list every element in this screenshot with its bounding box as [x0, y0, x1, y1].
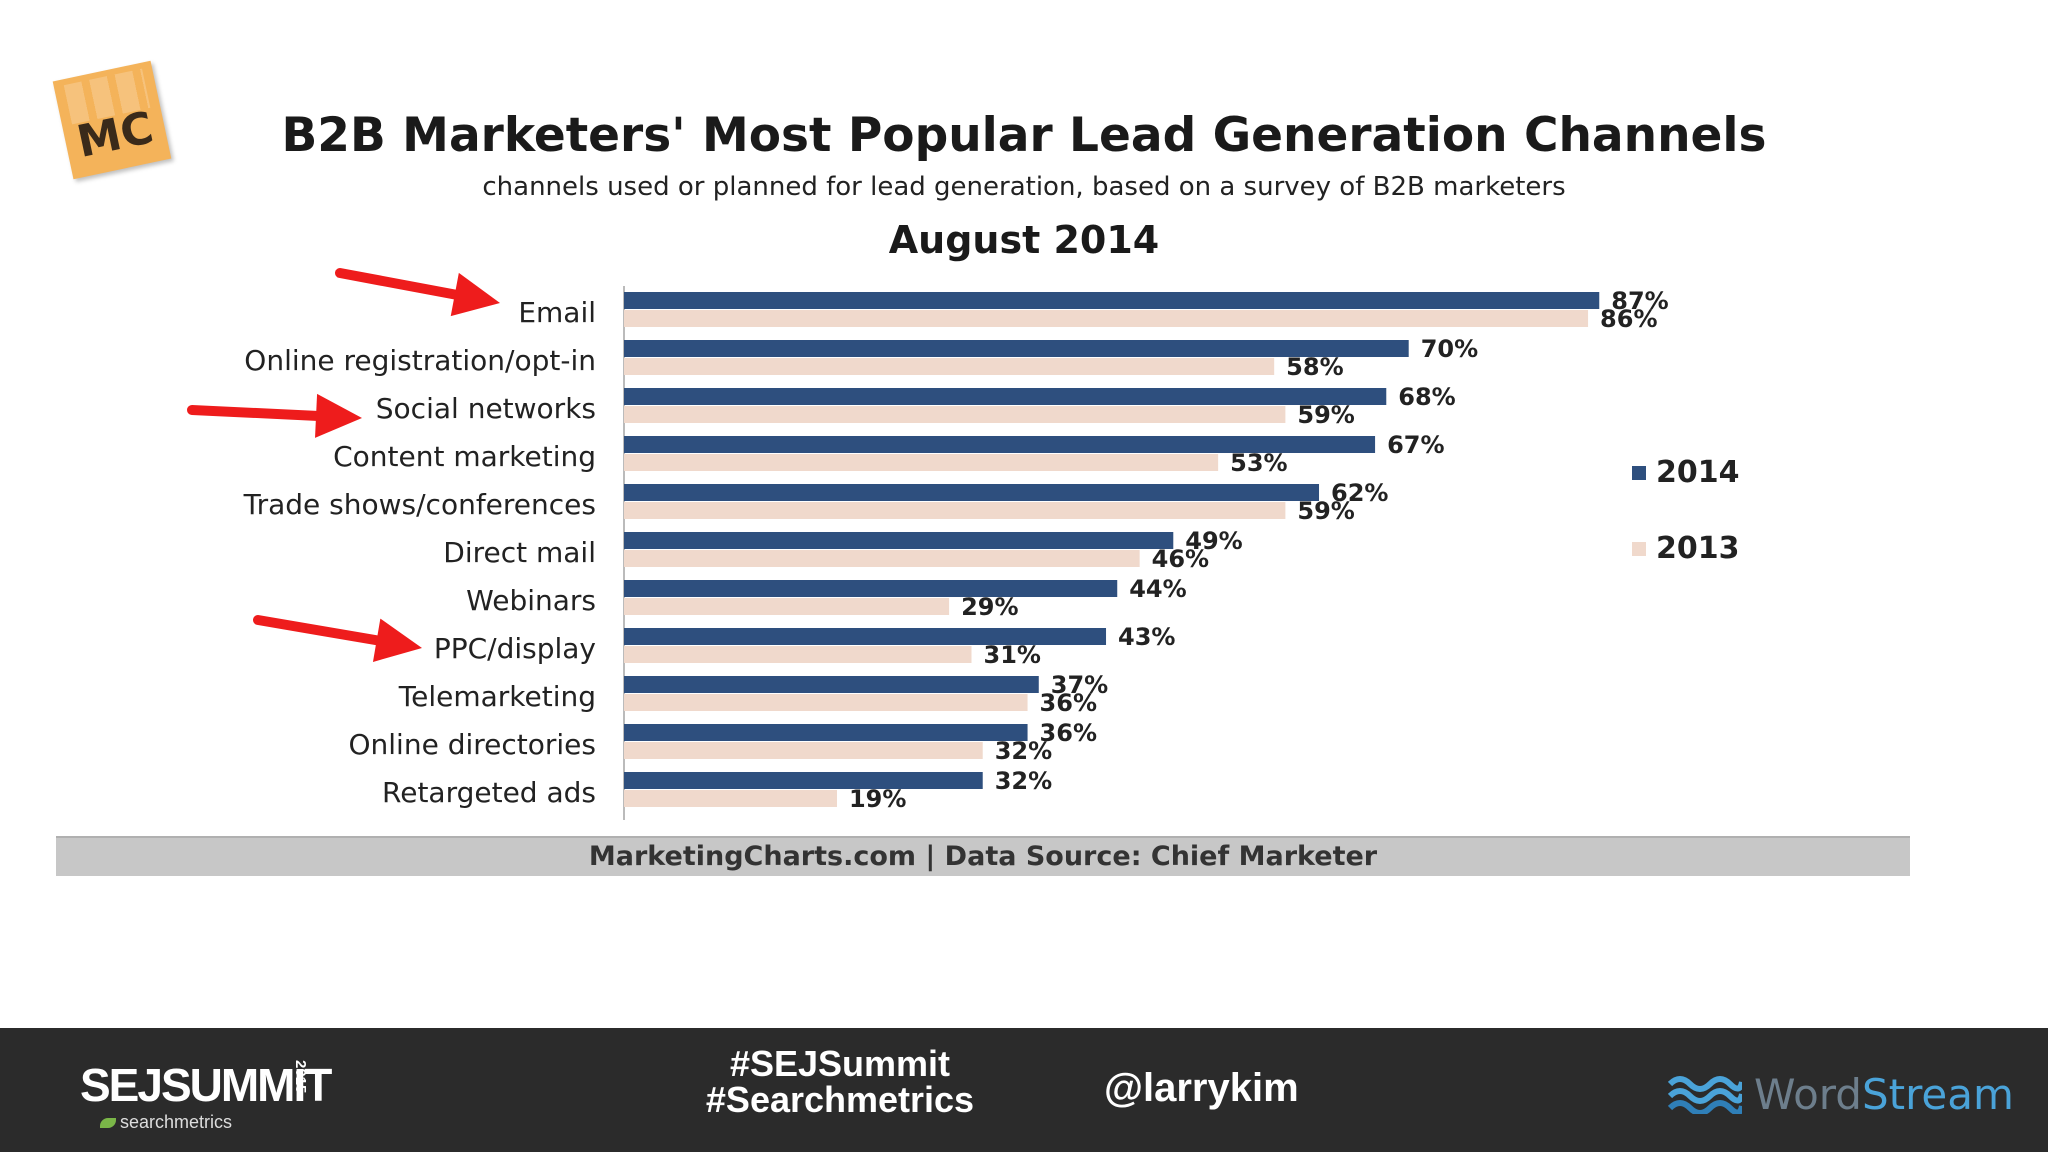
leaf-icon	[100, 1118, 116, 1129]
bar-2013	[624, 358, 1275, 375]
data-label-2013: 29%	[961, 593, 1018, 621]
data-label-2013: 32%	[995, 737, 1052, 765]
highlight-arrow-shaft	[335, 268, 460, 300]
searchmetrics-logo: searchmetrics	[100, 1112, 232, 1133]
source-bar: MarketingCharts.com | Data Source: Chief…	[56, 836, 1910, 876]
bar-2014	[624, 724, 1028, 741]
legend-label-2013: 2013	[1656, 531, 1740, 566]
wordstream-text: WordStream	[1754, 1070, 2014, 1119]
wordstream-word: Word	[1754, 1070, 1862, 1119]
category-label: Online directories	[348, 728, 596, 761]
category-label: Retargeted ads	[382, 776, 596, 809]
bar-2014	[624, 676, 1039, 693]
bar-2013	[624, 646, 972, 663]
category-label: Social networks	[376, 392, 596, 425]
hashtag-sejsummit: #SEJSummit	[729, 1043, 951, 1084]
chart-subtitle: channels used or planned for lead genera…	[482, 172, 1566, 202]
data-label-2013: 58%	[1286, 353, 1343, 381]
bar-2013	[624, 406, 1286, 423]
bar-2013	[624, 790, 837, 807]
highlight-arrow-head	[450, 272, 500, 317]
category-label: Webinars	[466, 584, 596, 617]
data-label-2014: 68%	[1398, 383, 1455, 411]
category-label: Email	[518, 296, 596, 329]
wordstream-stream: Stream	[1861, 1070, 2014, 1119]
bar-2014	[624, 436, 1376, 453]
data-label-2014: 36%	[1040, 719, 1097, 747]
searchmetrics-text: searchmetrics	[120, 1112, 233, 1132]
bar-2013	[624, 550, 1140, 567]
chart-title: B2B Marketers' Most Popular Lead Generat…	[281, 108, 1767, 163]
data-label-2014: 44%	[1129, 575, 1186, 603]
twitter-handle: @larrykim	[1104, 1066, 1299, 1110]
data-label-2013: 59%	[1297, 497, 1354, 525]
bar-2014	[624, 772, 983, 789]
data-label-2013: 86%	[1600, 305, 1657, 333]
hashtag-searchmetrics: #Searchmetrics	[705, 1079, 975, 1120]
footer-bar: SEJSUMMIT 2015 searchmetrics #SEJSummit …	[0, 1028, 2048, 1152]
slide: MC B2B Marketers' Most Popular Lead Gene…	[52, 60, 1910, 876]
bar-2013	[624, 598, 950, 615]
source-text: MarketingCharts.com | Data Source: Chief…	[588, 841, 1378, 872]
highlight-arrow-head	[372, 618, 422, 662]
legend-label-2014: 2014	[1656, 455, 1740, 490]
sej-summit-year: 2015	[292, 1060, 309, 1094]
wave-icon	[1668, 1076, 1742, 1114]
highlight-arrow-shaft	[253, 615, 382, 646]
bar-2014	[624, 340, 1409, 357]
bar-2014	[624, 388, 1387, 405]
category-label: Direct mail	[443, 536, 596, 569]
data-label-2014: 43%	[1118, 623, 1175, 651]
data-label-2013: 36%	[1040, 689, 1097, 717]
chart-period: August 2014	[888, 218, 1160, 262]
category-label: Telemarketing	[398, 680, 596, 713]
highlight-arrow-head	[315, 393, 362, 438]
data-label-2013: 19%	[849, 785, 906, 813]
legend-swatch-2014	[1632, 466, 1646, 480]
legend-swatch-2013	[1632, 542, 1646, 556]
bar-2013	[624, 502, 1286, 519]
category-label: Trade shows/conferences	[243, 488, 596, 521]
bar-chart: Email 87%86% Online registration/opt-in 70%…	[187, 268, 1740, 820]
bar-2014	[624, 484, 1320, 501]
category-label: Content marketing	[333, 440, 596, 473]
data-label-2014: 32%	[995, 767, 1052, 795]
data-label-2014: 49%	[1185, 527, 1242, 555]
bar-2013	[624, 454, 1219, 471]
bar-2013	[624, 694, 1028, 711]
bar-2013	[624, 310, 1589, 327]
bar-2014	[624, 532, 1174, 549]
category-label: PPC/display	[434, 632, 596, 665]
highlight-arrow-shaft	[187, 405, 322, 421]
bar-2014	[624, 292, 1600, 309]
data-label-2013: 31%	[984, 641, 1041, 669]
data-label-2013: 59%	[1297, 401, 1354, 429]
data-label-2014: 67%	[1387, 431, 1444, 459]
category-label: Online registration/opt-in	[244, 344, 596, 377]
sej-summit-logo: SEJSUMMIT	[80, 1059, 332, 1111]
data-label-2014: 87%	[1611, 287, 1668, 315]
data-label-2014: 62%	[1331, 479, 1388, 507]
data-label-2013: 46%	[1152, 545, 1209, 573]
hashtags: #SEJSummit #Searchmetrics	[640, 1046, 1040, 1118]
bar-2014	[624, 580, 1118, 597]
data-label-2014: 70%	[1421, 335, 1478, 363]
bar-2014	[624, 628, 1107, 645]
data-label-2014: 37%	[1051, 671, 1108, 699]
data-label-2013: 53%	[1230, 449, 1287, 477]
bar-2013	[624, 742, 983, 759]
